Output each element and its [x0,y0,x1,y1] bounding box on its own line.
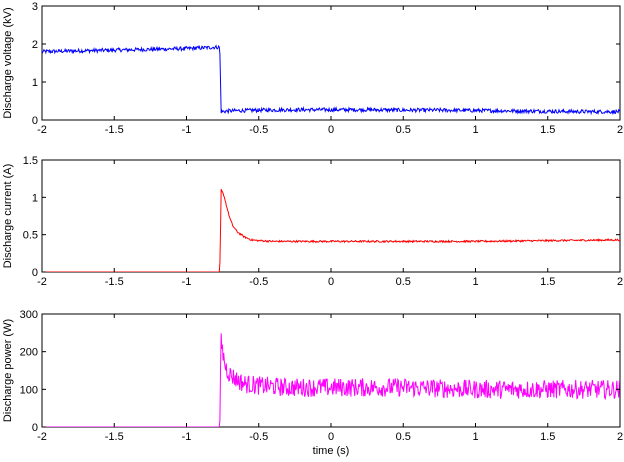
x-tick-label: 1.5 [540,276,555,288]
series-line [42,44,620,116]
x-tick-label: -1.5 [105,276,124,288]
y-axis-label: Discharge current (A) [2,164,14,269]
x-tick-label: -2 [37,431,47,443]
x-tick-label: 1.5 [540,431,555,443]
y-tick-label: 0 [32,115,38,127]
y-tick-label: 1 [32,77,38,89]
plot-frame [41,313,621,428]
y-tick-label: 0 [32,267,38,279]
y-tick-label: 200 [20,347,38,359]
x-tick-label: -0.5 [249,276,268,288]
series-line [42,188,620,272]
series-line [42,333,620,427]
x-tick-label: 1 [472,124,478,136]
y-tick-label: 300 [20,309,38,321]
y-axis-label: Discharge voltage (kV) [2,7,14,118]
x-tick-label: 0 [328,124,334,136]
x-tick-label: -0.5 [249,431,268,443]
chart-panel-2: -2 -1.5 -1 -0.5 0 0.5 1 1.5 2 0 0.5 1 1.5 Discharge c… [2,155,623,288]
plot-frame [41,5,621,121]
y-tick-label: 1.5 [23,155,38,167]
y-tick-label: 0.5 [23,230,38,242]
y-axis-label: Discharge power (W) [2,319,14,422]
x-tick-label: 1 [472,276,478,288]
x-tick-label: 0.5 [396,276,411,288]
x-tick-label: -1 [182,431,192,443]
x-tick-label: 1 [472,431,478,443]
x-tick-label: -1 [182,124,192,136]
x-tick-label: 1.5 [540,124,555,136]
x-tick-label: 0 [328,431,334,443]
plot-frame [41,159,621,273]
x-tick-label: 0.5 [396,431,411,443]
y-tick-label: 100 [20,384,38,396]
chart-panel-1: -2 -1.5 -1 -0.5 0 0.5 1 1.5 2 0 1 2 3 Discharge volta… [2,1,623,136]
x-tick-label: 2 [617,431,623,443]
y-tick-label: 3 [32,1,38,13]
x-tick-label: -2 [37,276,47,288]
x-tick-label: -0.5 [249,124,268,136]
x-tick-label: -1.5 [105,431,124,443]
x-tick-label: -1.5 [105,124,124,136]
chart-panel-3: -2 -1.5 -1 -0.5 0 0.5 1 1.5 2 0 100 200 300 Discharge… [2,309,623,457]
x-tick-label: 0 [328,276,334,288]
x-tick-label: 0.5 [396,124,411,136]
x-tick-label: 2 [617,276,623,288]
x-tick-label: -1 [182,276,192,288]
x-tick-label: -2 [37,124,47,136]
x-axis-label: time (s) [313,445,350,457]
y-tick-label: 1 [32,192,38,204]
x-tick-label: 2 [617,124,623,136]
y-tick-label: 2 [32,39,38,51]
y-tick-label: 0 [32,422,38,434]
